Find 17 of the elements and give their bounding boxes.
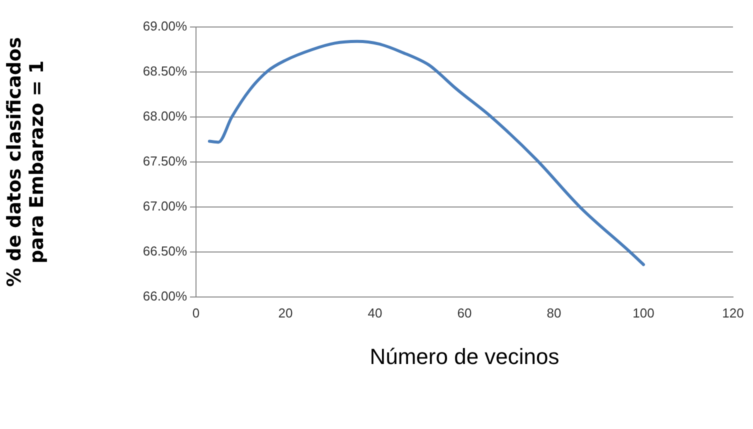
y-axis-title: % de datos clasificados para Embarazo = 1 xyxy=(3,37,48,287)
x-tick-label: 60 xyxy=(457,305,472,320)
x-tick-label: 80 xyxy=(546,305,562,320)
y-tick-label: 67.50% xyxy=(142,154,188,169)
x-tick-label: 40 xyxy=(368,305,382,320)
x-tick-label: 100 xyxy=(632,305,654,320)
x-axis-title: Número de vecinos xyxy=(370,344,560,369)
y-tick-label: 68.00% xyxy=(142,108,188,124)
y-tick-label: 68.50% xyxy=(142,64,188,79)
y-tick-label: 66.50% xyxy=(142,244,188,259)
y-tick-label: 69.00% xyxy=(142,18,188,34)
line-series xyxy=(208,40,645,266)
x-tick-label: 0 xyxy=(192,305,200,320)
x-tick-label: 20 xyxy=(278,305,293,320)
y-tick-label: 67.00% xyxy=(142,198,188,214)
y-tick-label: 66.00% xyxy=(142,288,188,304)
x-tick-label: 120 xyxy=(722,305,744,320)
